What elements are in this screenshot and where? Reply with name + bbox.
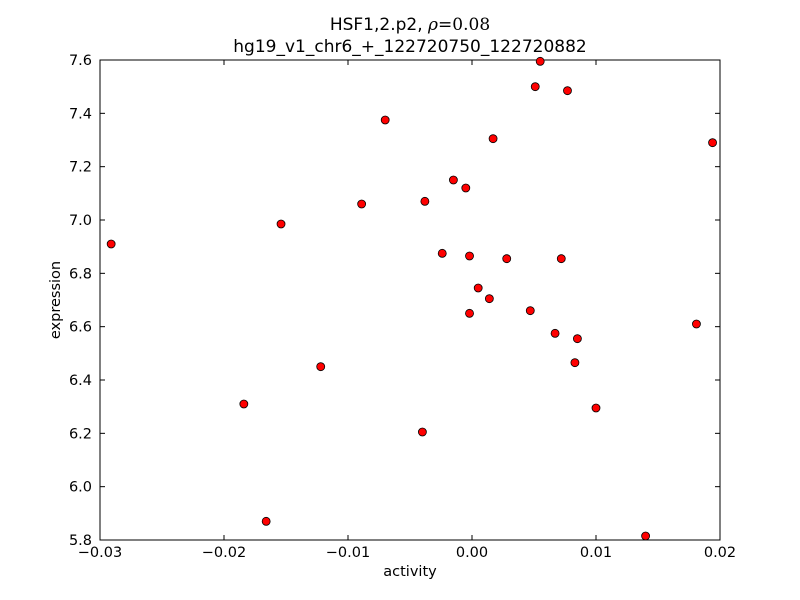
data-point [380, 115, 390, 125]
y-tick-label: 6.4 [69, 373, 92, 389]
y-tick-label: 6.0 [69, 480, 92, 496]
x-tick-label: 0.01 [580, 545, 612, 561]
y-tick-label: 7.2 [69, 160, 92, 176]
title-line-1: HSF1,2.p2, ρ=0.08 [330, 15, 490, 35]
y-tick-label: 6.6 [69, 320, 92, 336]
y-axis-label: expression [48, 261, 64, 339]
plot-area [99, 59, 721, 541]
data-point [437, 248, 447, 258]
data-point [530, 82, 540, 92]
y-tick-label: 6.2 [69, 426, 92, 442]
data-point [708, 138, 717, 148]
data-point [420, 196, 430, 206]
y-axis-ticks: 5.8 6.0 6.2 6.4 6.6 6.8 7.0 7.2 7.4 7.6 [69, 53, 720, 549]
x-tick-label: 0.00 [456, 545, 488, 561]
x-axis-label: activity [383, 564, 437, 580]
data-point [276, 219, 286, 229]
y-tick-label: 7.0 [69, 213, 92, 229]
title-line-2: hg19_v1_chr6_+_122720750_122720882 [233, 37, 586, 57]
data-point [316, 362, 326, 372]
data-point [573, 334, 582, 344]
data-point [461, 183, 471, 193]
data-point [261, 516, 271, 526]
y-tick-label: 5.8 [69, 533, 92, 549]
data-point [488, 134, 498, 144]
x-tick-label: 0.02 [704, 545, 736, 561]
data-point [473, 283, 483, 293]
data-point [550, 328, 560, 338]
data-point [465, 251, 474, 261]
x-axis-ticks: −0.03 −0.02 −0.01 0.00 0.01 0.02 [78, 60, 736, 561]
data-point [484, 294, 494, 304]
data-point [525, 306, 535, 316]
y-tick-label: 7.6 [69, 53, 92, 69]
data-point [570, 358, 580, 368]
y-tick-label: 6.8 [69, 266, 92, 282]
data-point [591, 403, 601, 413]
data-point [417, 427, 427, 437]
data-point [535, 56, 545, 66]
chart-title: HSF1,2.p2, ρ=0.08 hg19_v1_chr6_+_1227207… [233, 15, 586, 57]
data-point [448, 175, 458, 185]
data-point [556, 254, 566, 264]
data-point [106, 239, 116, 249]
data-point [563, 86, 572, 96]
data-point [465, 308, 474, 318]
data-point [502, 254, 512, 264]
y-tick-label: 7.4 [69, 106, 92, 122]
data-point [357, 199, 367, 209]
data-point [239, 399, 249, 409]
x-tick-label: −0.01 [326, 545, 370, 561]
x-tick-label: −0.03 [78, 545, 122, 561]
data-point [641, 531, 650, 541]
data-points [106, 56, 717, 541]
x-tick-label: −0.02 [202, 545, 246, 561]
data-point [692, 319, 701, 329]
